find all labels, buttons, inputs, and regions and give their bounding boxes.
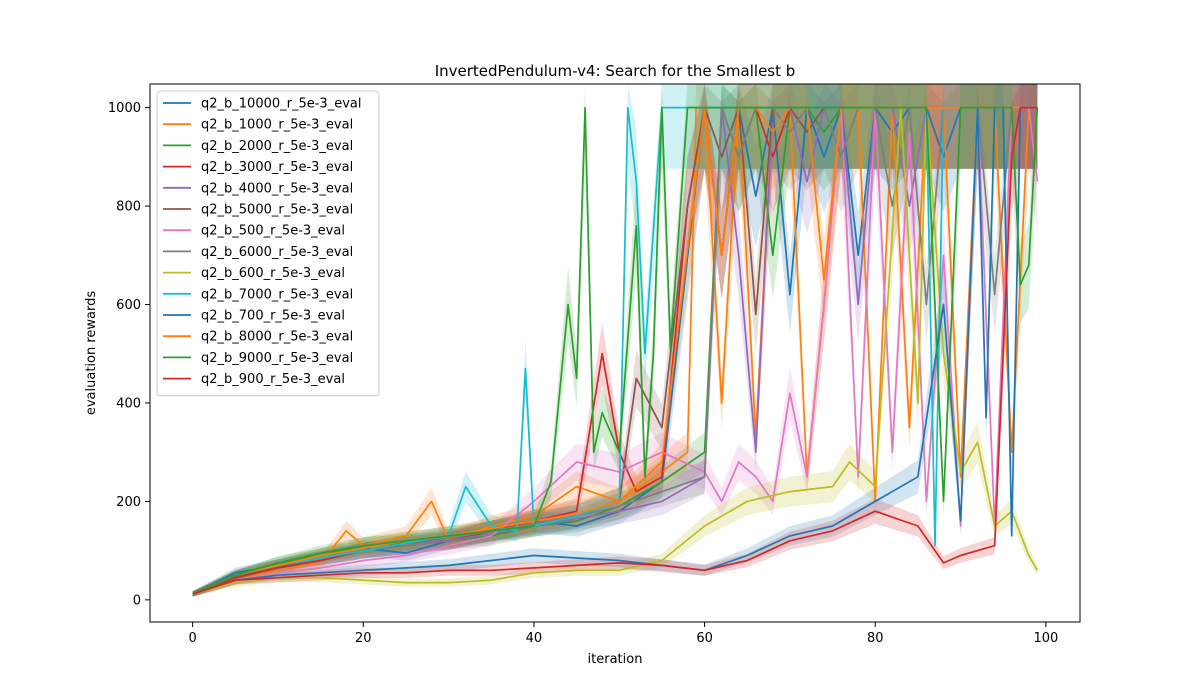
legend-entry-2: q2_b_2000_r_5e-3_eval (201, 139, 353, 154)
series-line-8 (192, 106, 1039, 595)
series-band-9 (192, 84, 1038, 597)
legend-entry-7: q2_b_6000_r_5e-3_eval (201, 245, 353, 260)
y-tick-label: 800 (116, 200, 141, 215)
series-lines (192, 106, 1039, 595)
legend-entry-10: q2_b_700_r_5e-3_eval (201, 309, 345, 324)
y-tick-label: 1000 (108, 101, 141, 116)
legend-entry-1: q2_b_1000_r_5e-3_eval (201, 118, 353, 133)
series-band-3 (192, 84, 1038, 597)
series-line-13 (192, 106, 1038, 595)
legend: q2_b_10000_r_5e-3_eval q2_b_1000_r_5e-3_e… (156, 90, 380, 397)
y-tick-label: 600 (116, 298, 141, 313)
y-axis-label: evaluation rewards (84, 291, 99, 416)
legend-entry-0: q2_b_10000_r_5e-3_eval (201, 97, 361, 112)
series-band-5 (192, 84, 1038, 597)
y-tick-label: 0 (133, 593, 141, 608)
x-axis-label: iteration (588, 652, 643, 667)
series-band-0 (192, 84, 1038, 597)
x-tick-label: 40 (526, 631, 543, 646)
x-tick-label: 0 (189, 631, 197, 646)
series-band-11 (192, 84, 1038, 597)
series-line-12 (192, 106, 1039, 595)
plot-frame (149, 83, 1081, 623)
legend-entry-8: q2_b_600_r_5e-3_eval (201, 266, 345, 281)
series-band-2 (192, 84, 1038, 597)
y-tick-label: 200 (116, 495, 141, 510)
legend-entry-6: q2_b_500_r_5e-3_eval (201, 224, 345, 239)
legend-entry-3: q2_b_3000_r_5e-3_eval (201, 160, 353, 175)
x-axis: 0 20 40 60 80 100 (189, 622, 1058, 646)
x-tick-label: 60 (696, 631, 713, 646)
x-tick-label: 100 (1033, 631, 1058, 646)
legend-entry-12: q2_b_9000_r_5e-3_eval (201, 351, 353, 366)
y-axis: 0 200 400 600 800 1000 (108, 101, 150, 608)
y-tick-label: 400 (116, 396, 141, 411)
series-band-7 (192, 84, 1038, 597)
x-tick-label: 80 (867, 631, 884, 646)
chart-title: InvertedPendulum-v4: Search for the Smal… (435, 62, 796, 80)
series-band-4 (192, 84, 1038, 597)
legend-entry-9: q2_b_7000_r_5e-3_eval (201, 287, 353, 302)
legend-entry-11: q2_b_8000_r_5e-3_eval (201, 330, 353, 345)
legend-entry-5: q2_b_5000_r_5e-3_eval (201, 203, 353, 218)
legend-entry-13: q2_b_900_r_5e-3_eval (201, 372, 345, 387)
x-tick-label: 20 (355, 631, 372, 646)
legend-entry-4: q2_b_4000_r_5e-3_eval (201, 181, 353, 196)
legend-box (156, 90, 380, 397)
